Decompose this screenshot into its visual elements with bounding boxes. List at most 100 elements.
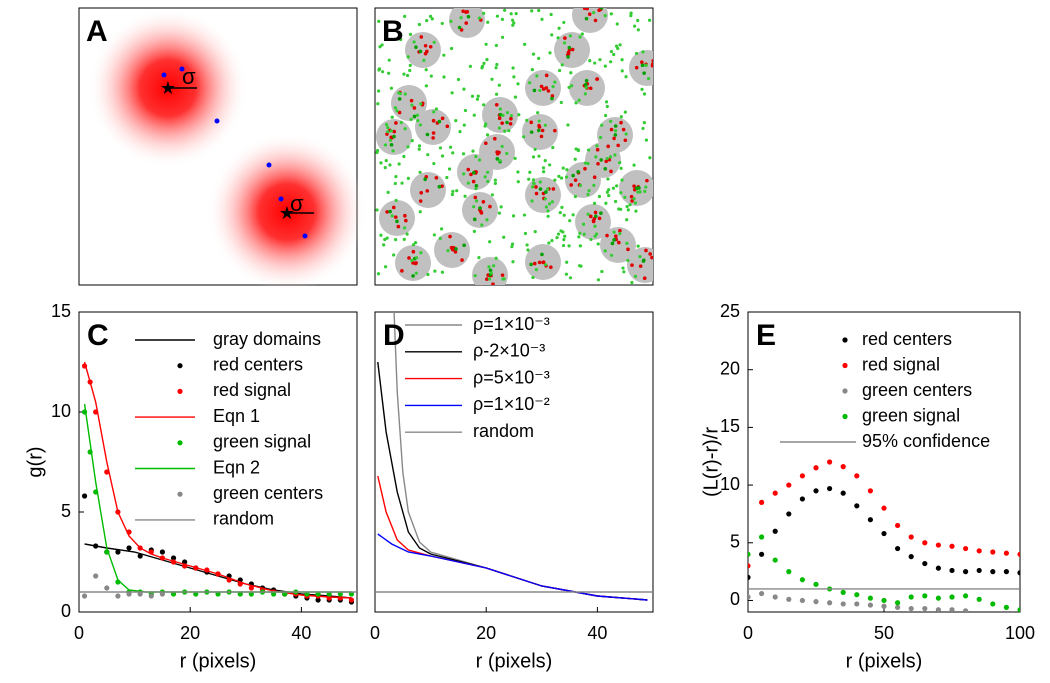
red-dot [544, 73, 549, 78]
green-dot [447, 167, 452, 171]
data-point [935, 595, 942, 601]
green-dot [557, 26, 561, 30]
green-dot [595, 144, 599, 148]
red-dot [425, 49, 429, 54]
legend-label: ρ=1×10⁻³ [473, 314, 550, 334]
green-dot [395, 109, 399, 113]
red-dot [617, 240, 621, 245]
red-dot [618, 228, 622, 233]
green-dot [511, 23, 515, 27]
data-point [115, 593, 121, 599]
data-point [908, 594, 914, 600]
data-point [170, 555, 177, 561]
green-dot [397, 91, 401, 95]
green-dot [537, 154, 541, 158]
green-dot [517, 113, 521, 117]
green-dot [410, 103, 414, 107]
green-dot [578, 183, 583, 188]
green-dot [391, 149, 395, 153]
green-dot [546, 209, 550, 213]
green-dot [468, 64, 473, 68]
green-dot [423, 177, 427, 182]
green-dot [613, 129, 618, 133]
green-dot [623, 110, 627, 114]
green-dot [583, 92, 587, 96]
green-dot [505, 120, 509, 125]
data-point [813, 581, 819, 587]
data-point [867, 595, 874, 601]
green-dot [577, 98, 581, 102]
green-dot [633, 274, 638, 278]
green-dot [553, 178, 557, 182]
green-dot [509, 12, 513, 16]
green-dot [494, 43, 498, 48]
green-dot [413, 240, 418, 245]
green-dot [573, 194, 578, 199]
legend-marker [177, 491, 183, 497]
green-dot [388, 138, 393, 142]
data-point [935, 565, 942, 571]
green-dot [538, 88, 542, 93]
green-dot [500, 144, 504, 149]
legend-label: random [213, 509, 274, 529]
data-point [949, 567, 955, 574]
green-dot [500, 17, 504, 21]
green-dot [389, 129, 393, 133]
green-dot [592, 201, 597, 205]
green-dot [502, 235, 506, 239]
green-dot [609, 253, 614, 257]
data-point [93, 543, 99, 549]
data-point [748, 594, 751, 600]
green-dot [503, 129, 507, 133]
sigma-label: σ [182, 64, 196, 89]
red-dot [648, 252, 652, 256]
green-dot [640, 87, 644, 91]
red-dot [469, 172, 473, 177]
data-point [748, 574, 751, 580]
red-dot [619, 120, 623, 125]
data-point [759, 499, 765, 505]
panel-a: ★ ★ σ σ A [78, 7, 367, 292]
green-dot [487, 265, 491, 269]
green-dot [511, 214, 516, 218]
red-dot [385, 210, 389, 214]
red-dot [597, 216, 602, 221]
data-point [922, 540, 928, 546]
red-dot [614, 234, 618, 239]
green-dot [418, 170, 422, 174]
green-dot [568, 219, 572, 223]
green-dot [532, 88, 537, 93]
green-dot [636, 28, 640, 32]
red-dot [642, 276, 647, 281]
red-dot [621, 127, 626, 132]
data-point [895, 545, 901, 552]
red-dot [609, 127, 614, 132]
green-dot [498, 112, 503, 117]
green-dot [640, 63, 645, 68]
data-point [922, 593, 928, 599]
green-dot [507, 129, 511, 133]
green-dot [620, 178, 624, 182]
green-dot [557, 68, 562, 73]
data-point [827, 485, 833, 492]
green-dot [411, 243, 416, 247]
data-point [786, 511, 792, 517]
red-dot [448, 234, 452, 239]
green-dot [388, 163, 392, 167]
green-dot [632, 163, 636, 167]
green-dot [390, 214, 394, 218]
green-dot [634, 51, 639, 56]
green-dot [533, 147, 537, 152]
red-dot [428, 44, 433, 49]
green-dot [489, 271, 493, 275]
red-dot [397, 110, 402, 115]
red-dot [434, 175, 439, 180]
green-dot [487, 277, 492, 281]
data-point [908, 605, 914, 612]
data-point [840, 464, 846, 470]
green-dot [553, 80, 557, 84]
green-dot [556, 36, 560, 40]
x-tick-label: 50 [874, 623, 894, 643]
green-dot [432, 110, 436, 114]
red-dot [425, 189, 430, 193]
